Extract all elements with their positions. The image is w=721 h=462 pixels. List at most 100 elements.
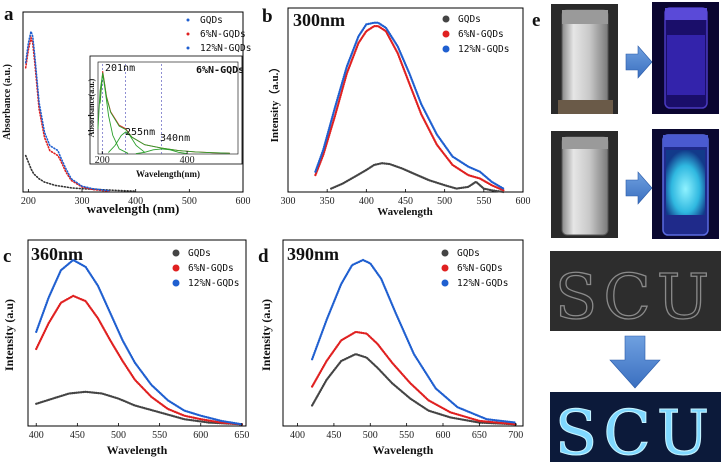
legend-label-12n-b: 12%N-GQDs [458,44,509,55]
x-tick-label-c-5: 650 [234,430,249,441]
x-tick-label-b-3: 450 [398,196,413,207]
x-tick-label-c-2: 500 [111,430,126,441]
excitation-label-c: 360nm [31,244,83,264]
x-tick-label-d-1: 450 [326,430,341,441]
x-tick-label-a-inset-1: 400 [180,155,195,166]
legend-label-6n-a: 6%N-GQDs [200,29,246,40]
x-tick-label-c-3: 550 [152,430,167,441]
inset-frame [89,55,243,165]
y-axis-label-a: Absorbance (a.u.) [2,64,13,140]
legend-marker-12n-d [441,279,449,287]
annotation-201nm: 201nm [105,63,135,74]
legend-marker-gqds-d [441,249,449,257]
annotation-255nm: 255nm [125,127,155,138]
x-tick-label-b-0: 300 [281,196,296,207]
x-tick-label-d-3: 550 [399,430,414,441]
panel-a: a 200 300 400 500 600 wavelength (nm) Absorb… [2,4,251,216]
legend-marker-gqds-b [442,15,450,23]
legend-marker-6n-d [441,264,449,272]
x-tick-label-b-1: 350 [320,196,335,207]
legend-label-gqds-b: GQDs [458,14,481,25]
legend-c: GQDs 6%N-GQDs 12%N-GQDs [172,248,239,289]
inset-a: 200 400 6%N-GQDs 201nm 255nm 340nm Wavele… [87,55,244,179]
legend-marker-gqds-c [172,249,180,257]
series-line-c-1 [35,294,243,426]
tick-group-a: 200 300 400 500 600 [21,189,251,207]
inset-tick-group: 200 400 [95,151,195,166]
series-line-a-inset-3 [108,131,146,153]
legend-label-6n-c: 6%N-GQDs [188,263,234,274]
photo-scu-plain: SCU [550,251,721,334]
legend-label-gqds-c: GQDs [188,248,211,259]
annotation-340nm: 340nm [160,133,190,144]
legend-label-12n-c: 12%N-GQDs [188,278,239,289]
legend-label-12n-a: 12%N-GQDs [200,43,251,54]
photo-vial-clear-2 [551,131,618,238]
x-tick-label-d-5: 650 [472,430,487,441]
legend-marker-6n-c [172,264,180,272]
x-tick-label-a-4: 600 [236,196,251,207]
x-axis-label-c: Wavelength [107,443,168,457]
x-tick-label-d-2: 500 [363,430,378,441]
photo-vial-uv-2 [652,129,719,239]
y-axis-label-d: Intensity (a.u) [259,299,273,371]
scu-engraved-text: SCU [555,260,715,333]
x-axis-label-a: wavelength (nm) [87,201,180,216]
inset-x-axis-label: Wavelength(nm) [136,169,200,179]
x-tick-label-b-2: 400 [359,196,374,207]
excitation-label-d: 390nm [287,244,339,264]
inset-series-group [97,64,230,155]
legend-a: GQDs 6%N-GQDs 12%N-GQDs [186,15,251,54]
panel-label-c: c [3,246,11,267]
legend-d: GQDs 6%N-GQDs 12%N-GQDs [441,248,508,289]
plot-frame-d [282,239,524,427]
legend-label-12n-d: 12%N-GQDs [457,278,508,289]
panel-e: e SCU [532,2,721,462]
tick-group-d: 400 450 500 550 600 650 700 [290,423,523,441]
legend-marker-12n-c [172,279,180,287]
series-group-d [311,258,517,426]
legend-label-6n-d: 6%N-GQDs [457,263,503,274]
x-tick-label-b-6: 600 [516,196,531,207]
scu-glow-text: SCU [555,396,715,462]
x-tick-label-d-0: 400 [290,430,305,441]
series-line-d-1 [311,330,517,426]
panel-label-e: e [532,10,540,31]
inset-title: 6%N-GQDs [196,65,244,76]
series-line-a-2 [24,28,110,192]
arrow-right-1 [625,45,653,79]
x-tick-label-a-2: 400 [128,196,143,207]
x-tick-label-d-6: 700 [508,430,523,441]
y-axis-label-b: Intensity（a.u.） [268,62,281,143]
series-line-d-2 [311,258,517,424]
legend-label-gqds-d: GQDs [457,248,480,259]
inset-plot-area [97,61,239,155]
series-group-c [35,258,243,426]
legend-label-6n-b: 6%N-GQDs [458,29,504,40]
panel-label-d: d [258,246,269,267]
panel-b: b 300nm 300 350 400 450 500 550 600 Wavelength… [262,6,531,218]
series-line-b-1 [314,25,505,192]
series-group-b [314,21,505,194]
series-line-b-0 [330,162,505,194]
series-line-d-0 [311,352,517,426]
photo-vial-clear-1 [551,4,618,114]
series-line-c-2 [35,258,243,426]
panel-c: c 360nm 400 450 500 550 600 650 Wavelength In… [2,239,249,457]
series-line-a-inset-2 [97,73,129,154]
x-tick-label-b-4: 500 [437,196,452,207]
tick-group-c: 400 450 500 550 600 650 [29,423,249,441]
panel-label-a: a [4,4,14,25]
x-tick-label-a-3: 500 [182,196,197,207]
x-tick-label-c-0: 400 [29,430,44,441]
inset-y-axis-label: Absorbance(a.u.) [87,78,96,137]
tick-group-b: 300 350 400 450 500 550 600 [281,189,531,207]
x-tick-label-a-1: 300 [75,196,90,207]
y-axis-label-c: Intensity (a.u) [2,299,16,371]
legend-marker-12n-b [442,45,450,53]
series-group-a [24,28,137,192]
x-tick-label-a-0: 200 [21,196,36,207]
series-line-a-1 [24,35,110,192]
legend-label-gqds-a: GQDs [200,15,223,26]
